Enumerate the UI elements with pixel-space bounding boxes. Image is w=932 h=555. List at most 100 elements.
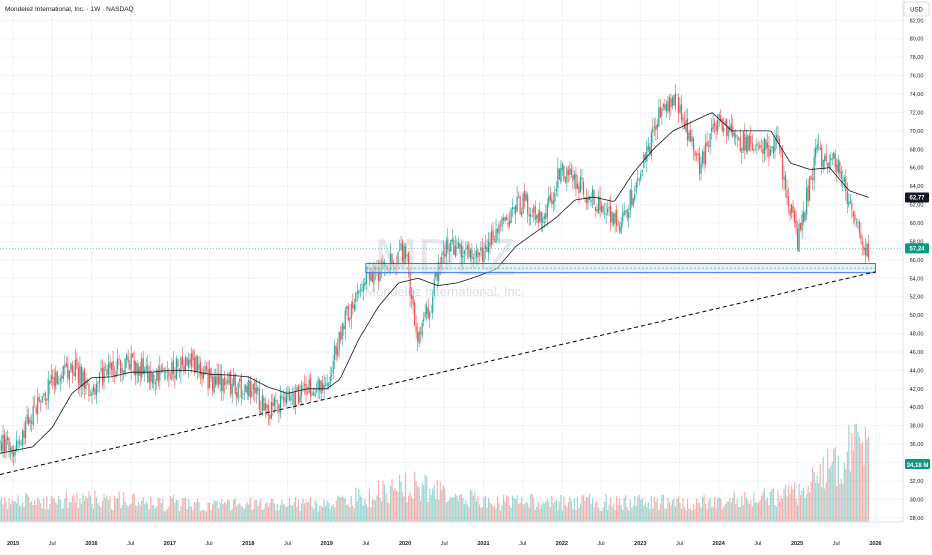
candle-body — [340, 331, 342, 341]
candle-body — [358, 290, 360, 294]
volume-bar — [790, 485, 793, 522]
volume-bar — [82, 493, 84, 522]
candle-body — [299, 395, 301, 403]
volume-bar — [385, 493, 387, 522]
candle-body — [252, 383, 254, 391]
volume-bar — [566, 506, 568, 522]
volume-bar — [531, 493, 533, 522]
volume-bar — [590, 504, 592, 522]
candle-body — [733, 132, 735, 136]
candle-body — [711, 127, 713, 133]
candle-body — [211, 376, 214, 391]
volume-bar — [421, 482, 423, 522]
candle-body — [643, 154, 645, 168]
candle-body — [325, 384, 327, 386]
time-axis-background — [0, 522, 932, 550]
candle-body — [207, 368, 209, 389]
volume-bar — [228, 500, 230, 522]
candle-body — [803, 211, 805, 223]
volume-bar — [335, 500, 337, 522]
volume-histogram — [0, 423, 870, 522]
candle-body — [714, 122, 716, 127]
dashed-trendline[interactable] — [0, 271, 876, 475]
volume-bar — [827, 448, 829, 522]
volume-bar — [23, 506, 25, 522]
volume-bar — [401, 492, 404, 522]
candle-body — [296, 387, 298, 391]
volume-bar — [154, 508, 156, 522]
candle-body — [493, 241, 496, 242]
time-tick-label: Jul — [598, 541, 605, 547]
volume-bar — [709, 496, 711, 522]
volume-bar — [246, 502, 248, 522]
time-tick-labels: 2015 Jul 2016 Jul 2017 Jul 2018 Jul 2019 Jul 2020 J… — [7, 541, 882, 547]
volume-bar — [591, 497, 594, 522]
volume-bar — [208, 502, 211, 522]
volume-bar — [644, 502, 646, 522]
volume-bar — [317, 511, 319, 522]
candle-body — [270, 401, 272, 419]
currency-button[interactable]: USD — [903, 1, 930, 17]
volume-bar — [812, 467, 814, 522]
volume-bar — [792, 488, 794, 522]
volume-bar — [602, 507, 604, 522]
volume-bar — [186, 509, 188, 522]
volume-bar — [94, 490, 96, 522]
candle-body — [555, 189, 557, 191]
volume-bar — [368, 488, 370, 522]
candle-body — [834, 154, 836, 168]
candle-body — [607, 208, 609, 213]
candle-body — [115, 370, 117, 378]
volume-bar — [284, 504, 286, 522]
volume-bar — [64, 498, 66, 522]
volume-bar — [504, 501, 506, 522]
volume-bar — [365, 503, 367, 522]
candle-body — [644, 153, 646, 160]
candle-body — [237, 383, 239, 399]
volume-bar — [435, 499, 437, 522]
candle-body — [533, 207, 535, 213]
volume-bar — [236, 506, 238, 522]
volume-bar — [607, 510, 609, 522]
volume-bar — [676, 498, 678, 522]
volume-bar — [732, 497, 734, 522]
volume-bar — [106, 495, 108, 522]
candle-body — [564, 176, 566, 182]
volume-bar — [269, 503, 271, 522]
candle-body — [124, 358, 126, 374]
candle-body — [308, 379, 310, 393]
candle-body — [421, 323, 423, 336]
volume-bar — [260, 498, 262, 522]
volume-bar — [230, 510, 232, 522]
candle-body — [486, 247, 488, 253]
candle-body — [697, 153, 699, 155]
candle-body — [744, 133, 746, 151]
candle-body — [404, 246, 407, 259]
volume-bar — [98, 505, 101, 522]
candle-body — [86, 382, 89, 384]
candle-body — [242, 397, 244, 399]
volume-bar — [447, 501, 449, 522]
volume-bar — [762, 492, 764, 522]
candle-body — [578, 186, 580, 194]
candle-body — [667, 101, 669, 111]
volume-bar — [9, 504, 12, 522]
volume-bar — [561, 510, 563, 522]
candle-body — [735, 134, 737, 138]
volume-bar — [215, 501, 217, 522]
volume-bar — [444, 488, 446, 522]
volume-bar — [65, 490, 67, 522]
volume-bar — [821, 487, 823, 522]
candle-body — [56, 372, 58, 384]
volume-bar — [92, 508, 95, 522]
time-axis[interactable]: 2015 Jul 2016 Jul 2017 Jul 2018 Jul 2019 Jul 2020 J… — [0, 521, 932, 550]
candle-body — [306, 392, 309, 393]
drawings[interactable] — [0, 248, 903, 475]
candle-body — [843, 176, 845, 182]
volume-bar — [694, 509, 696, 522]
candle-body — [347, 305, 349, 321]
candle-body — [546, 203, 548, 218]
candle-body — [8, 438, 10, 451]
